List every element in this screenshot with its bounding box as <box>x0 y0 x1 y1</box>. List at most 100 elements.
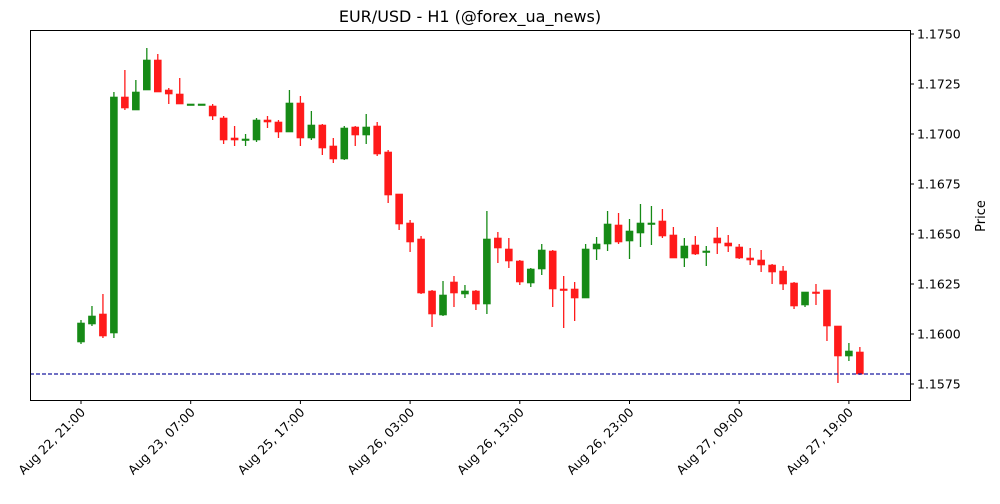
candle-body <box>713 237 722 244</box>
candle <box>263 116 272 128</box>
candle <box>351 126 360 146</box>
candle-body <box>592 243 601 250</box>
candle-body <box>230 137 239 141</box>
x-axis: Aug 22, 21:00 Aug 23, 07:00 Aug 25, 17:00 A… <box>15 400 856 478</box>
candle <box>88 306 96 326</box>
candle <box>307 111 316 140</box>
candle <box>494 232 502 263</box>
candle-body <box>197 103 206 106</box>
candle <box>856 347 864 375</box>
candle <box>340 126 349 160</box>
candle <box>592 237 601 260</box>
candle <box>285 90 294 133</box>
candle-body <box>680 245 689 259</box>
candle-body <box>548 250 557 290</box>
candle <box>450 276 458 307</box>
candle-body <box>252 119 261 141</box>
candle-body <box>537 249 546 270</box>
candle <box>483 211 491 314</box>
candle <box>636 204 645 247</box>
candle <box>625 219 634 259</box>
candle-body <box>801 291 809 306</box>
candle-body <box>647 222 656 225</box>
candle <box>175 78 184 105</box>
candle <box>790 282 798 309</box>
candle <box>274 120 283 138</box>
candle-body <box>351 126 360 136</box>
candles-layer <box>77 48 864 383</box>
candle <box>186 103 195 106</box>
candle-body <box>175 93 184 105</box>
candle <box>99 294 107 338</box>
candle <box>132 80 140 111</box>
candle-body <box>153 59 162 93</box>
candle <box>779 266 787 290</box>
candle <box>746 248 754 265</box>
candle <box>461 285 469 298</box>
plot-area-frame <box>30 30 911 401</box>
candle-body <box>472 290 480 305</box>
candle <box>548 250 557 307</box>
candle-body <box>121 96 129 109</box>
x-tick-label: Aug 22, 21:00 <box>15 404 88 477</box>
candle-body <box>219 117 228 141</box>
candle <box>373 122 381 156</box>
candle-body <box>724 242 733 247</box>
candle-body <box>779 270 787 285</box>
candle-body <box>186 103 195 106</box>
candle <box>614 213 623 244</box>
x-tick-label: Aug 23, 07:00 <box>125 404 198 477</box>
candle-body <box>735 246 744 259</box>
candle-body <box>77 322 85 343</box>
candle <box>428 290 436 327</box>
candle-body <box>691 244 700 255</box>
x-tick-label: Aug 27, 09:00 <box>673 404 746 477</box>
candle-body <box>164 89 173 95</box>
candle-body <box>845 350 853 357</box>
candle <box>724 235 733 252</box>
y-axis-label: Price <box>974 200 989 232</box>
candle-body <box>241 138 250 141</box>
candle <box>241 134 250 146</box>
y-tick-label: 1.1600 <box>917 327 961 342</box>
candle <box>735 244 744 259</box>
candle <box>252 118 261 142</box>
candle <box>526 268 535 287</box>
candle-body <box>856 351 864 375</box>
candle <box>515 260 524 285</box>
candle-body <box>559 288 568 291</box>
candle <box>757 250 765 272</box>
candle <box>669 227 678 259</box>
candle-body <box>362 126 371 136</box>
candle-body <box>483 238 491 305</box>
candle-body <box>340 127 349 160</box>
candle <box>318 124 327 155</box>
y-tick-label: 1.1750 <box>917 27 961 42</box>
candle-body <box>395 193 403 225</box>
candle-body <box>515 260 524 283</box>
y-tick-label: 1.1625 <box>917 277 961 292</box>
candle <box>581 244 590 299</box>
candle <box>362 114 371 144</box>
candle-body <box>296 102 305 139</box>
candle <box>77 320 85 344</box>
candle-body <box>790 282 798 307</box>
candle-body <box>603 223 612 245</box>
candle-body <box>505 248 513 262</box>
candle-body <box>263 119 272 123</box>
candle <box>603 211 612 251</box>
candle <box>219 116 228 144</box>
candle <box>768 264 776 284</box>
candle-body <box>450 281 458 294</box>
candle-body <box>757 259 765 266</box>
candle-body <box>746 257 754 261</box>
candle <box>680 238 689 267</box>
candle-body <box>461 290 469 295</box>
candle-body <box>99 313 107 337</box>
candle <box>329 138 338 163</box>
candle-body <box>526 268 535 284</box>
candle-body <box>669 234 678 259</box>
candle <box>439 281 447 316</box>
candle <box>647 206 656 245</box>
